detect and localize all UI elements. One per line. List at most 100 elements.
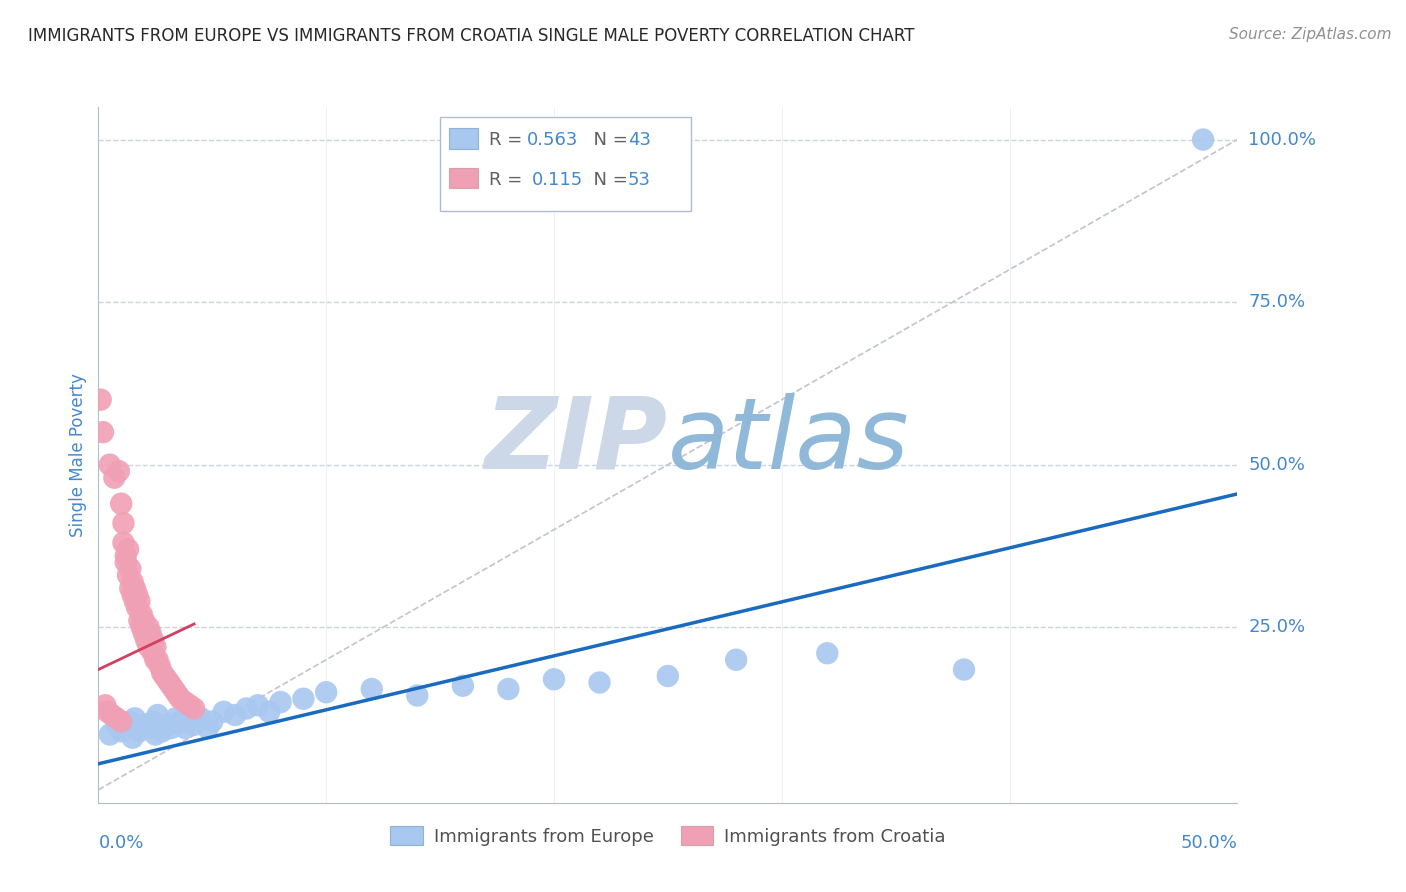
Point bbox=[121, 588, 143, 602]
Point bbox=[174, 721, 197, 735]
Point bbox=[149, 659, 172, 673]
Point bbox=[146, 653, 169, 667]
Point bbox=[120, 714, 142, 729]
Point bbox=[183, 701, 205, 715]
Text: R =: R = bbox=[489, 131, 529, 150]
Point bbox=[121, 574, 143, 589]
Point bbox=[150, 724, 173, 739]
Point bbox=[179, 698, 201, 713]
Point bbox=[190, 711, 212, 725]
Point bbox=[142, 646, 165, 660]
Point bbox=[127, 588, 149, 602]
Point bbox=[117, 568, 139, 582]
Point bbox=[146, 708, 169, 723]
Point bbox=[406, 689, 429, 703]
Point bbox=[105, 718, 128, 732]
Text: 75.0%: 75.0% bbox=[1249, 293, 1306, 311]
Text: 50.0%: 50.0% bbox=[1249, 456, 1305, 474]
Point bbox=[135, 633, 157, 648]
Point bbox=[124, 711, 146, 725]
Point bbox=[360, 681, 382, 696]
Point bbox=[165, 685, 187, 699]
Text: 0.0%: 0.0% bbox=[98, 834, 143, 852]
Text: N =: N = bbox=[582, 171, 634, 189]
Point bbox=[156, 718, 179, 732]
Point bbox=[131, 620, 153, 634]
Point bbox=[114, 549, 136, 563]
Text: 43: 43 bbox=[628, 131, 651, 150]
Point bbox=[156, 672, 179, 686]
Y-axis label: Single Male Poverty: Single Male Poverty bbox=[69, 373, 87, 537]
Point bbox=[145, 653, 167, 667]
Point bbox=[124, 594, 146, 608]
Point bbox=[157, 675, 180, 690]
FancyBboxPatch shape bbox=[440, 118, 690, 211]
Point bbox=[108, 464, 131, 478]
Point bbox=[174, 695, 197, 709]
Point bbox=[110, 714, 132, 729]
Point bbox=[657, 669, 679, 683]
Point bbox=[451, 679, 474, 693]
Point bbox=[114, 555, 136, 569]
Point bbox=[138, 620, 160, 634]
Point bbox=[224, 708, 246, 723]
Point bbox=[127, 600, 149, 615]
Point bbox=[270, 695, 292, 709]
Point bbox=[138, 640, 160, 654]
Point bbox=[105, 711, 128, 725]
Point bbox=[117, 542, 139, 557]
Point bbox=[128, 724, 150, 739]
Text: Source: ZipAtlas.com: Source: ZipAtlas.com bbox=[1229, 27, 1392, 42]
Point bbox=[112, 516, 135, 531]
Point bbox=[315, 685, 337, 699]
Point bbox=[246, 698, 269, 713]
Point bbox=[1192, 132, 1215, 146]
Point bbox=[131, 607, 153, 622]
Point bbox=[98, 458, 121, 472]
Point bbox=[90, 392, 112, 407]
Point bbox=[498, 681, 520, 696]
Text: 0.563: 0.563 bbox=[527, 131, 578, 150]
Point bbox=[169, 691, 191, 706]
Text: IMMIGRANTS FROM EUROPE VS IMMIGRANTS FROM CROATIA SINGLE MALE POVERTY CORRELATIO: IMMIGRANTS FROM EUROPE VS IMMIGRANTS FRO… bbox=[28, 27, 915, 45]
Point bbox=[145, 727, 167, 741]
Point bbox=[112, 535, 135, 549]
Point bbox=[197, 721, 219, 735]
FancyBboxPatch shape bbox=[449, 128, 478, 149]
Text: atlas: atlas bbox=[668, 392, 910, 490]
Point bbox=[94, 698, 117, 713]
Point bbox=[235, 701, 257, 715]
Point bbox=[142, 714, 165, 729]
Point bbox=[121, 731, 143, 745]
Point bbox=[132, 614, 155, 628]
Point bbox=[167, 689, 190, 703]
Point bbox=[101, 708, 124, 723]
Point bbox=[165, 711, 187, 725]
Point bbox=[212, 705, 235, 719]
Point bbox=[110, 724, 132, 739]
Point bbox=[114, 721, 136, 735]
Text: 50.0%: 50.0% bbox=[1181, 834, 1237, 852]
Point bbox=[292, 691, 315, 706]
Point bbox=[138, 721, 160, 735]
Point bbox=[179, 708, 201, 723]
Text: R =: R = bbox=[489, 171, 534, 189]
Point bbox=[132, 626, 155, 640]
Point bbox=[169, 714, 191, 729]
Point bbox=[142, 633, 165, 648]
Text: 0.115: 0.115 bbox=[533, 171, 583, 189]
Point bbox=[160, 679, 183, 693]
Point bbox=[543, 672, 565, 686]
Point bbox=[139, 626, 162, 640]
Point bbox=[103, 471, 125, 485]
Point bbox=[132, 718, 155, 732]
Point bbox=[201, 714, 224, 729]
Point bbox=[725, 653, 748, 667]
Point bbox=[128, 614, 150, 628]
Point bbox=[183, 718, 205, 732]
Text: ZIP: ZIP bbox=[485, 392, 668, 490]
Text: 53: 53 bbox=[628, 171, 651, 189]
Point bbox=[588, 675, 610, 690]
Point bbox=[815, 646, 838, 660]
Point bbox=[145, 640, 167, 654]
